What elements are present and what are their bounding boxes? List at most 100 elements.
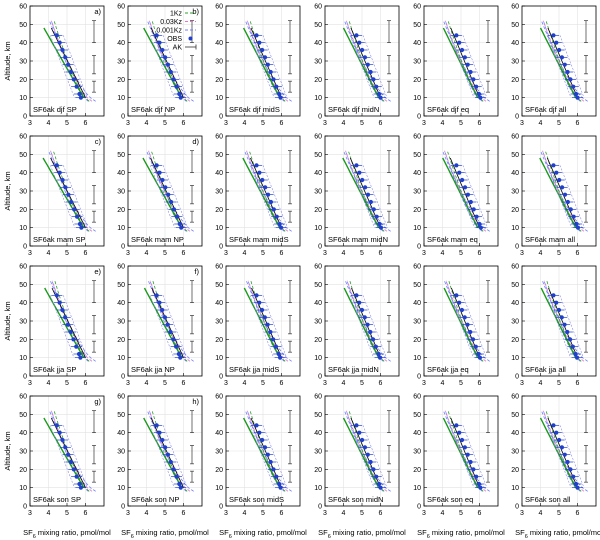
x-tick-label: 6 xyxy=(379,510,383,517)
obs-point xyxy=(263,185,268,190)
x-tick-label: 4 xyxy=(145,120,149,127)
x-tick-label: 4 xyxy=(145,380,149,387)
obs-point xyxy=(165,62,171,67)
y-tick-label: 50 xyxy=(413,282,421,289)
obs-point xyxy=(78,95,83,100)
obs-point xyxy=(173,344,179,349)
obs-point xyxy=(54,293,59,298)
y-tick-label: 60 xyxy=(215,394,223,401)
obs-point xyxy=(354,423,359,428)
obs-band-right xyxy=(362,425,388,488)
obs-point xyxy=(575,225,581,230)
obs-band-left xyxy=(546,35,572,98)
series-line-model-green xyxy=(343,287,380,359)
y-tick-label: 50 xyxy=(19,22,27,29)
y-tick-label: 60 xyxy=(19,134,27,141)
x-axis-label-subscript: 6 xyxy=(33,534,36,540)
x-tick-label: 3 xyxy=(224,120,228,127)
obs-point xyxy=(462,445,467,450)
obs-point xyxy=(465,62,470,67)
x-tick-label: 5 xyxy=(459,510,463,517)
obs-band-left xyxy=(249,35,275,98)
series-line-model-green xyxy=(243,287,281,359)
obs-point xyxy=(57,430,62,435)
obs-point xyxy=(557,177,562,183)
x-tick-label: 4 xyxy=(342,250,346,257)
series-line-model-green xyxy=(342,417,380,489)
y-tick-label: 60 xyxy=(117,134,125,141)
series-line-model-green xyxy=(242,157,281,229)
obs-band-right xyxy=(462,295,487,358)
obs-point xyxy=(163,55,168,60)
obs-point xyxy=(168,459,173,465)
obs-band-right xyxy=(262,35,288,98)
obs-band-left xyxy=(546,295,571,358)
y-tick-label: 30 xyxy=(314,449,322,456)
obs-band-left xyxy=(149,35,175,98)
obs-point xyxy=(163,185,168,190)
obs-band-left xyxy=(546,425,572,488)
obs-point xyxy=(575,485,580,490)
y-tick-label: 20 xyxy=(117,467,125,474)
panel-title: SF6ak mam SP xyxy=(33,235,86,244)
obs-band-right xyxy=(162,165,188,228)
obs-point xyxy=(571,474,576,479)
y-tick-label: 40 xyxy=(511,300,519,307)
y-tick-label: 40 xyxy=(117,170,125,177)
x-tick-label: 4 xyxy=(342,510,346,517)
obs-point xyxy=(365,62,370,67)
x-tick-label: 3 xyxy=(28,250,32,257)
x-tick-label: 4 xyxy=(441,510,445,517)
x-tick-label: 6 xyxy=(84,120,88,127)
obs-point xyxy=(57,300,62,305)
x-axis-label-rest: mixing ratio, pmol/mol xyxy=(528,528,600,537)
obs-point xyxy=(165,322,170,327)
y-tick-label: 10 xyxy=(314,485,322,492)
obs-point xyxy=(565,459,570,465)
y-tick-label: 10 xyxy=(314,355,322,362)
obs-point xyxy=(71,467,76,472)
x-tick-label: 6 xyxy=(379,250,383,257)
y-tick-label: 0 xyxy=(417,114,421,121)
obs-point xyxy=(359,307,365,313)
x-tick-label: 5 xyxy=(459,380,463,387)
obs-band-right xyxy=(362,295,387,358)
x-tick-label: 3 xyxy=(520,380,524,387)
y-tick-label: 60 xyxy=(117,394,125,401)
obs-point xyxy=(154,163,159,168)
x-tick-label: 5 xyxy=(261,510,265,517)
obs-point xyxy=(259,307,265,313)
obs-point xyxy=(260,47,265,53)
obs-point xyxy=(74,214,80,219)
obs-point xyxy=(78,485,83,490)
obs-point xyxy=(271,77,276,82)
obs-point xyxy=(174,84,179,89)
obs-point xyxy=(368,69,373,75)
obs-point xyxy=(278,95,283,100)
obs-point xyxy=(273,344,279,349)
y-tick-label: 0 xyxy=(23,504,27,511)
obs-point xyxy=(565,199,570,205)
x-tick-label: 3 xyxy=(224,250,228,257)
series-line-model-green xyxy=(443,287,479,358)
panel-title: SF6ak son midS xyxy=(229,495,284,504)
y-tick-label: 0 xyxy=(219,374,223,381)
obs-band-left xyxy=(249,295,274,358)
panel-title: SF6ak mam midS xyxy=(229,235,289,244)
obs-point xyxy=(265,192,271,197)
y-tick-label: 50 xyxy=(511,22,519,29)
x-tick-label: 5 xyxy=(557,250,561,257)
y-tick-label: 30 xyxy=(215,319,223,326)
obs-point xyxy=(573,481,579,487)
x-tick-label: 5 xyxy=(459,250,463,257)
obs-point xyxy=(575,95,580,100)
obs-point xyxy=(376,351,381,357)
obs-point xyxy=(277,91,282,97)
obs-point xyxy=(171,337,176,342)
obs-point xyxy=(370,337,376,342)
obs-point xyxy=(174,474,179,479)
panel-letter: h) xyxy=(192,397,199,406)
